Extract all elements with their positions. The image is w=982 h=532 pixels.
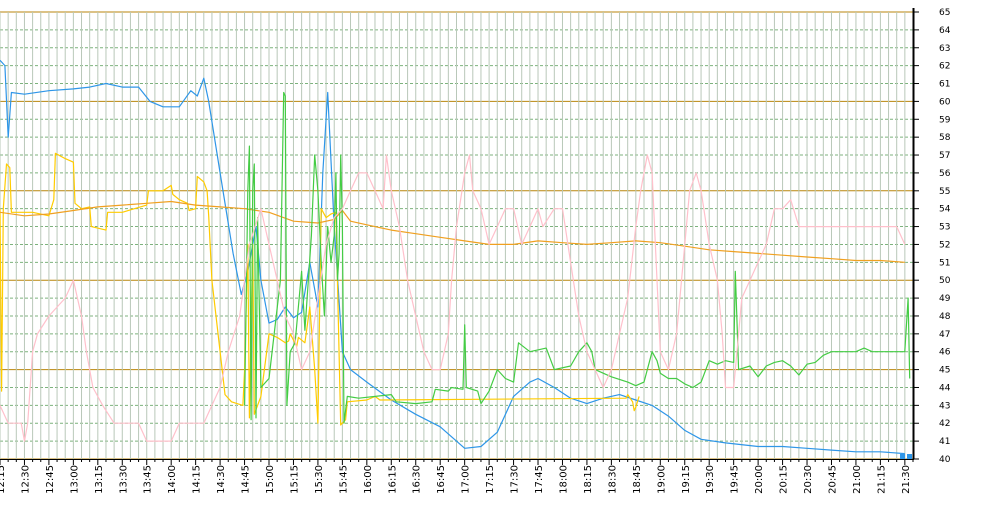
y-tick-label: 58 bbox=[939, 133, 951, 143]
y-tick-label: 57 bbox=[939, 151, 950, 161]
y-tick-label: 62 bbox=[939, 62, 950, 72]
y-tick-label: 65 bbox=[939, 8, 950, 18]
series-lines bbox=[0, 59, 911, 455]
x-tick-label: 17:15 bbox=[485, 465, 496, 494]
x-tick-label: 17:00 bbox=[461, 465, 472, 494]
x-tick-label: 19:45 bbox=[730, 465, 741, 494]
y-tick-label: 41 bbox=[939, 437, 950, 447]
x-tick-label: 19:30 bbox=[705, 465, 716, 494]
x-tick-label: 18:00 bbox=[559, 465, 570, 494]
series-line-2 bbox=[0, 152, 640, 426]
y-tick-label: 63 bbox=[939, 44, 950, 54]
end-marker bbox=[907, 454, 912, 459]
end-marker bbox=[900, 454, 905, 459]
x-tick-label: 14:00 bbox=[167, 465, 178, 494]
y-tick-label: 50 bbox=[939, 276, 951, 286]
x-tick-label: 12:45 bbox=[45, 465, 56, 494]
y-tick-label: 52 bbox=[939, 240, 950, 250]
y-tick-label: 51 bbox=[939, 258, 950, 268]
y-tick-label: 54 bbox=[939, 205, 951, 215]
series-line-5 bbox=[0, 154, 906, 442]
x-tick-label: 16:15 bbox=[387, 465, 398, 494]
x-tick-label: 20:45 bbox=[828, 465, 839, 494]
y-tick-label: 56 bbox=[939, 169, 951, 179]
x-tick-label: 12:30 bbox=[21, 465, 32, 494]
x-tick-label: 20:00 bbox=[754, 465, 765, 494]
x-tick-label: 16:45 bbox=[436, 465, 447, 494]
x-tick-label: 15:45 bbox=[338, 465, 349, 494]
x-tick-label: 21:00 bbox=[852, 465, 863, 494]
x-tick-label: 21:30 bbox=[901, 465, 912, 494]
x-tick-label: 15:15 bbox=[290, 465, 301, 494]
y-tick-label: 49 bbox=[939, 294, 951, 304]
y-tick-label: 59 bbox=[939, 115, 951, 125]
y-tick-label: 46 bbox=[939, 348, 951, 358]
x-tick-label: 13:45 bbox=[143, 465, 154, 494]
y-tick-label: 64 bbox=[939, 26, 951, 36]
x-tick-label: 18:45 bbox=[632, 465, 643, 494]
x-tick-label: 19:00 bbox=[656, 465, 667, 494]
x-tick-label: 13:00 bbox=[69, 465, 80, 494]
x-tick-label: 20:15 bbox=[779, 465, 790, 494]
x-tick-label: 18:15 bbox=[583, 465, 594, 494]
x-tick-label: 19:15 bbox=[681, 465, 692, 494]
series-line-3 bbox=[0, 200, 905, 263]
y-tick-label: 42 bbox=[939, 419, 950, 429]
x-tick-label: 17:45 bbox=[534, 465, 545, 494]
y-tick-label: 61 bbox=[939, 80, 950, 90]
y-tick-label: 44 bbox=[939, 383, 951, 393]
x-tick-label: 20:30 bbox=[803, 465, 814, 494]
series-line-4 bbox=[244, 91, 911, 424]
x-tick-label: 21:15 bbox=[876, 465, 887, 494]
x-tick-label: 18:30 bbox=[607, 465, 618, 494]
y-tick-label: 60 bbox=[939, 97, 951, 107]
series-line-1 bbox=[0, 59, 905, 455]
y-tick-label: 55 bbox=[939, 187, 950, 197]
x-tick-label: 14:45 bbox=[241, 465, 252, 494]
x-tick-label: 14:30 bbox=[216, 465, 227, 494]
y-tick-label: 40 bbox=[939, 455, 951, 465]
x-tick-label: 13:15 bbox=[94, 465, 105, 494]
y-tick-label: 45 bbox=[939, 366, 950, 376]
y-tick-label: 43 bbox=[939, 401, 950, 411]
x-tick-label: 14:15 bbox=[192, 465, 203, 494]
x-tick-label: 12:15 bbox=[0, 465, 7, 494]
y-tick-label: 48 bbox=[939, 312, 951, 322]
x-tick-label: 13:30 bbox=[118, 465, 129, 494]
y-tick-label: 53 bbox=[939, 223, 950, 233]
x-tick-label: 16:00 bbox=[363, 465, 374, 494]
x-tick-label: 15:30 bbox=[314, 465, 325, 494]
x-tick-label: 17:30 bbox=[510, 465, 521, 494]
axes: 40 41 42 43 44 45 46 47 48 49 50 51 52 53 54 55 56 57 58 59… bbox=[0, 8, 951, 494]
x-tick-label: 15:00 bbox=[265, 465, 276, 494]
x-tick-label: 16:30 bbox=[412, 465, 423, 494]
y-tick-label: 47 bbox=[939, 330, 950, 340]
